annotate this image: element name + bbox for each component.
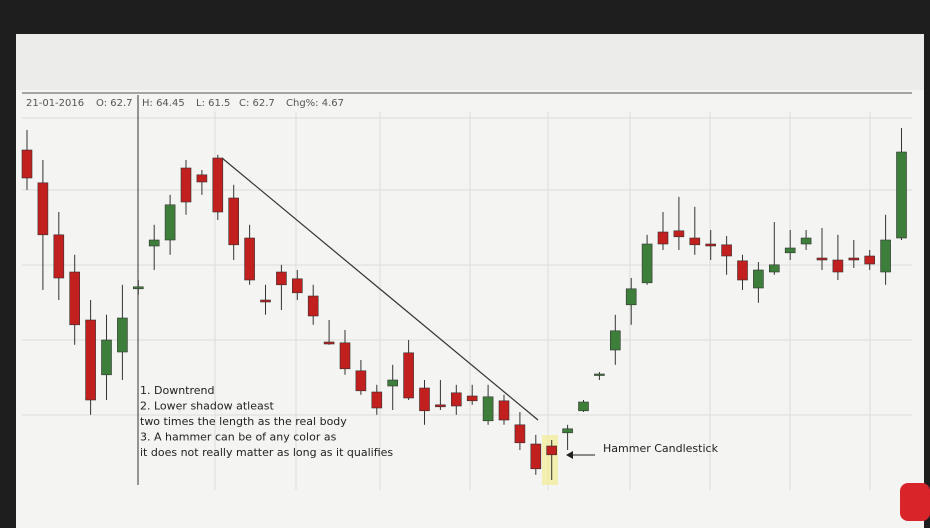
candle-body — [880, 239, 891, 273]
header-item: Chg%: 4.67 — [286, 98, 344, 109]
candle-body — [514, 424, 526, 444]
candle-body — [705, 243, 717, 247]
candle-body — [896, 151, 907, 239]
candle-body — [180, 167, 192, 203]
candle-body — [498, 400, 510, 421]
header-item: H: 64.45 — [142, 98, 185, 109]
annotation: it does not really matter as long as it … — [140, 446, 393, 459]
candle-body — [562, 428, 573, 434]
candle-body — [530, 443, 542, 470]
candle-body — [133, 286, 144, 290]
candle-body — [609, 330, 621, 351]
annotation: 3. A hammer can be of any color as — [140, 431, 337, 444]
candle-body — [307, 295, 319, 317]
candle-body — [212, 157, 224, 213]
hammer-label: Hammer Candlestick — [603, 442, 719, 455]
trend-line — [221, 157, 539, 421]
candle-body — [800, 237, 812, 245]
candle-body — [276, 271, 287, 286]
candle-body — [371, 391, 383, 409]
candle-body — [768, 264, 780, 273]
candle-body — [864, 255, 876, 265]
candle-body — [85, 319, 96, 401]
candle-body — [21, 149, 33, 179]
candle-body — [784, 247, 796, 254]
candle-body — [641, 243, 653, 284]
hammer-highlight — [542, 435, 558, 485]
candle-body — [578, 401, 589, 412]
candle-body — [117, 317, 128, 353]
candle-body — [403, 352, 414, 399]
arrow-head — [566, 451, 573, 459]
candle-body — [387, 379, 399, 387]
candle-body — [753, 269, 764, 289]
candle-body — [260, 299, 271, 303]
candle-body — [244, 237, 255, 281]
candle-body — [196, 174, 208, 183]
candle-body — [323, 341, 335, 345]
candle-body — [291, 278, 303, 294]
candle-body — [148, 239, 160, 247]
candle-body — [721, 244, 732, 257]
candle-body — [435, 404, 446, 408]
candle-body — [355, 370, 367, 392]
annotation: two times the length as the real body — [140, 415, 347, 428]
candle-body — [53, 234, 65, 279]
candle-body — [625, 288, 637, 306]
candle-body — [689, 237, 701, 246]
header-item: 21-01-2016 — [26, 98, 84, 109]
header-item: C: 62.7 — [239, 98, 275, 109]
candle-body — [466, 395, 478, 402]
candle-body — [816, 257, 828, 261]
candle-body — [737, 260, 748, 281]
panel-top — [16, 34, 924, 90]
play-button — [900, 483, 930, 521]
candle-body — [101, 339, 112, 376]
candle-body — [450, 392, 462, 407]
candle-body — [594, 373, 605, 376]
candle-body — [657, 231, 669, 245]
candle-body — [228, 197, 239, 246]
candle-body — [673, 230, 685, 238]
annotation: 1. Downtrend — [140, 384, 214, 397]
candle-body — [164, 204, 176, 241]
candle-body — [482, 396, 494, 422]
candle-body — [339, 342, 351, 370]
candle-body — [37, 182, 49, 236]
candle-body — [419, 387, 430, 412]
candle-body — [848, 257, 860, 261]
header-item: O: 62.7 — [96, 98, 133, 109]
annotation: 2. Lower shadow atleast — [140, 400, 274, 413]
candle-body — [69, 271, 80, 326]
candle-body — [832, 259, 844, 273]
candle-body — [546, 445, 558, 456]
header-item: L: 61.5 — [196, 98, 230, 109]
